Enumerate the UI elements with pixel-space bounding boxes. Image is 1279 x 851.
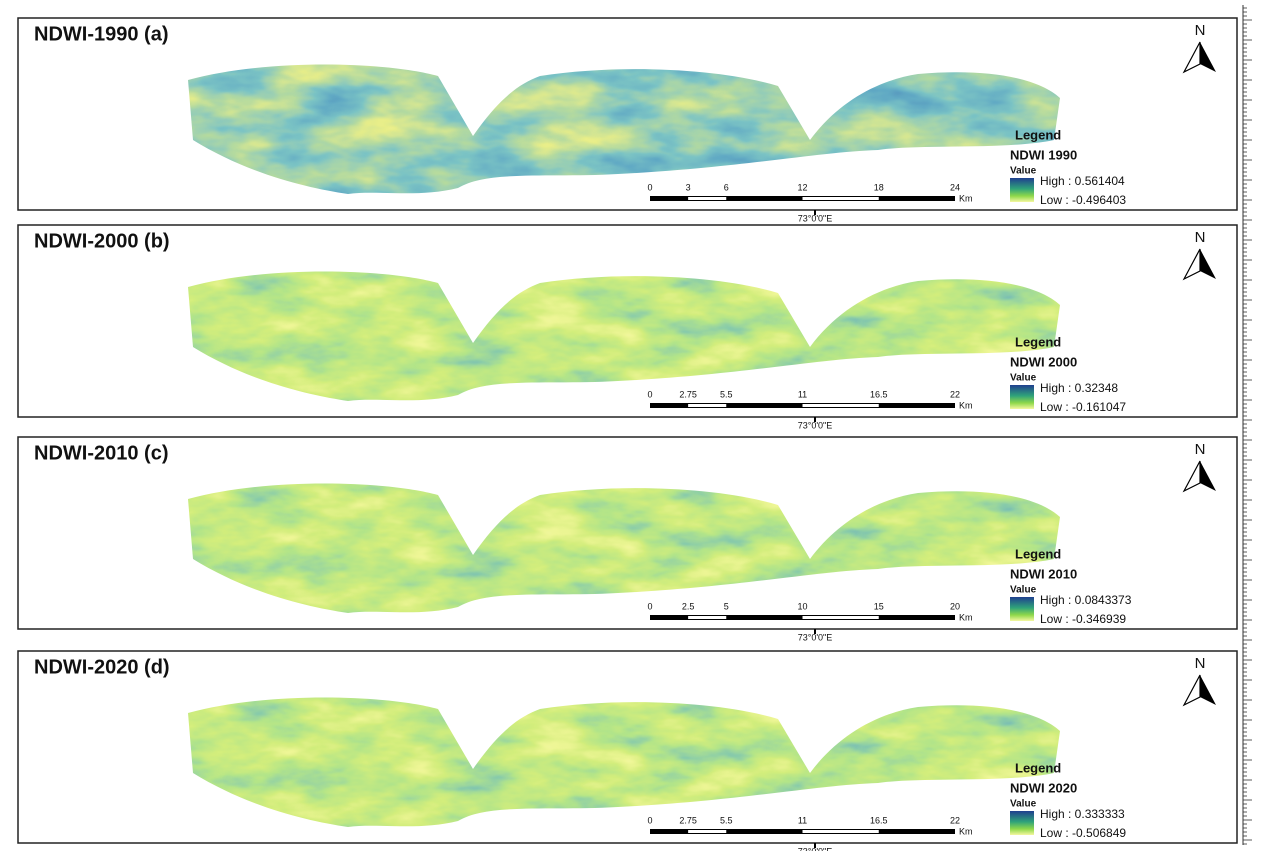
scale-label: 5 <box>724 601 729 611</box>
legend-layer: NDWI 2020 <box>1010 780 1077 795</box>
legend-layer: NDWI 2010 <box>1010 566 1077 581</box>
scale-label: 6 <box>724 182 729 192</box>
scale-label: 11 <box>798 389 807 399</box>
legend-low: Low : -0.161047 <box>1040 400 1126 414</box>
panel-title: NDWI-1990 (a) <box>34 23 168 45</box>
legend-field: Value <box>1010 799 1037 810</box>
legend-high: High : 0.333333 <box>1040 807 1125 821</box>
scale-label: 22 <box>950 389 960 399</box>
legend-high: High : 0.561404 <box>1040 174 1125 188</box>
legend-high: High : 0.0843373 <box>1040 593 1132 607</box>
scale-label: 11 <box>798 815 807 825</box>
scale-bar-white <box>688 616 726 619</box>
scale-label: 0 <box>647 182 652 192</box>
legend-heading: Legend <box>1015 546 1061 561</box>
scale-label: 15 <box>874 601 884 611</box>
scale-unit: Km <box>959 826 973 836</box>
legend-heading: Legend <box>1015 760 1061 775</box>
scale-bar-white <box>803 404 879 407</box>
scale-label: 0 <box>647 389 652 399</box>
scale-label: 10 <box>797 601 807 611</box>
legend-low: Low : -0.506849 <box>1040 826 1126 840</box>
legend-high: High : 0.32348 <box>1040 381 1118 395</box>
legend-low: Low : -0.346939 <box>1040 612 1126 626</box>
scale-label: 20 <box>950 601 960 611</box>
scale-label: 0 <box>647 815 652 825</box>
north-label: N <box>1195 22 1206 39</box>
scale-label: 16.5 <box>870 389 888 399</box>
scale-label: 0 <box>647 601 652 611</box>
north-label: N <box>1195 655 1206 672</box>
longitude-label: 73°0'0"E <box>798 632 833 642</box>
legend-field: Value <box>1010 373 1037 384</box>
scale-bar-white <box>803 197 879 200</box>
scale-label: 2.75 <box>679 389 697 399</box>
legend-layer: NDWI 2000 <box>1010 354 1077 369</box>
longitude-label: 73°0'0"E <box>798 420 833 430</box>
scale-bar-white <box>803 830 879 833</box>
north-label: N <box>1195 441 1206 458</box>
scale-label: 18 <box>874 182 884 192</box>
scale-label: 24 <box>950 182 960 192</box>
scale-unit: Km <box>959 612 973 622</box>
scale-label: 2.5 <box>682 601 695 611</box>
scale-label: 5.5 <box>720 389 733 399</box>
panel-title: NDWI-2000 (b) <box>34 230 170 252</box>
legend-heading: Legend <box>1015 127 1061 142</box>
longitude-label: 73°0'0"E <box>798 846 833 851</box>
panel-title: NDWI-2020 (d) <box>34 656 170 678</box>
scale-label: 22 <box>950 815 960 825</box>
scale-unit: Km <box>959 193 973 203</box>
panel-title: NDWI-2010 (c) <box>34 442 168 464</box>
longitude-label: 73°0'0"E <box>798 213 833 223</box>
legend-layer: NDWI 1990 <box>1010 147 1077 162</box>
scale-bar-white <box>803 616 879 619</box>
legend-ramp <box>1010 811 1034 835</box>
figure: NDWI-1990 (a)NLegendNDWI 1990ValueHigh :… <box>0 0 1279 851</box>
scale-bar-white <box>688 830 726 833</box>
north-label: N <box>1195 229 1206 246</box>
scale-bar-white <box>688 197 726 200</box>
legend-ramp <box>1010 597 1034 621</box>
scale-label: 5.5 <box>720 815 733 825</box>
legend-field: Value <box>1010 166 1037 177</box>
scale-label: 12 <box>797 182 807 192</box>
scale-label: 16.5 <box>870 815 888 825</box>
scale-unit: Km <box>959 400 973 410</box>
legend-field: Value <box>1010 585 1037 596</box>
scale-label: 3 <box>686 182 691 192</box>
legend-heading: Legend <box>1015 334 1061 349</box>
legend-ramp <box>1010 178 1034 202</box>
scale-label: 2.75 <box>679 815 697 825</box>
scale-bar-white <box>688 404 726 407</box>
legend-low: Low : -0.496403 <box>1040 193 1126 207</box>
legend-ramp <box>1010 385 1034 409</box>
